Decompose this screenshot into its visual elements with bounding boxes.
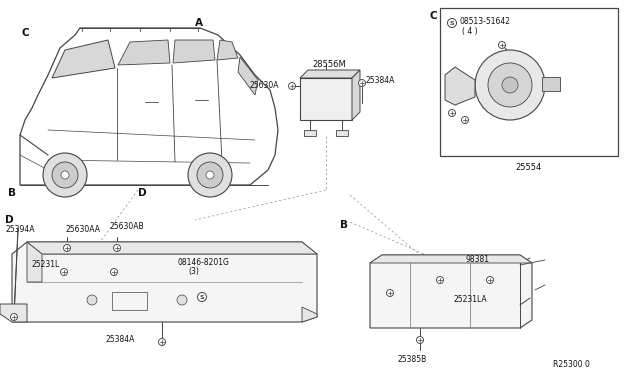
Text: 25630AB: 25630AB [110, 222, 145, 231]
Polygon shape [238, 57, 258, 95]
Text: 08513-51642: 08513-51642 [460, 17, 511, 26]
Polygon shape [118, 40, 170, 65]
Text: (3): (3) [188, 267, 199, 276]
Circle shape [198, 292, 207, 301]
Circle shape [87, 295, 97, 305]
Circle shape [461, 116, 468, 124]
Circle shape [502, 77, 518, 93]
Bar [300, 78, 352, 120]
Text: 08146-8201G: 08146-8201G [178, 258, 230, 267]
Text: C: C [429, 11, 437, 21]
Polygon shape [12, 242, 317, 322]
Text: 25630AA: 25630AA [65, 225, 100, 234]
Text: 25384A: 25384A [105, 335, 134, 344]
Text: 25554: 25554 [516, 163, 542, 172]
Polygon shape [370, 255, 532, 328]
Polygon shape [173, 40, 215, 63]
Text: B: B [340, 220, 348, 230]
Text: 98381: 98381 [466, 255, 490, 264]
Bar [542, 77, 560, 91]
Bar [304, 130, 316, 136]
Polygon shape [0, 304, 27, 322]
Text: 25231LA: 25231LA [453, 295, 486, 304]
Circle shape [10, 314, 17, 321]
Polygon shape [52, 40, 115, 78]
Polygon shape [20, 28, 278, 185]
Circle shape [43, 153, 87, 197]
Polygon shape [370, 255, 532, 263]
Circle shape [449, 109, 456, 116]
Circle shape [499, 42, 506, 48]
Polygon shape [27, 242, 42, 282]
Polygon shape [300, 70, 360, 78]
Circle shape [52, 162, 78, 188]
Circle shape [488, 63, 532, 107]
Polygon shape [302, 307, 317, 322]
Text: ( 4 ): ( 4 ) [462, 27, 477, 36]
Text: C: C [22, 28, 29, 38]
Text: B: B [8, 188, 16, 198]
Circle shape [417, 337, 424, 343]
Circle shape [436, 276, 444, 283]
Text: 28556M: 28556M [312, 60, 346, 69]
Bar [440, 8, 618, 156]
Circle shape [113, 244, 120, 251]
Circle shape [475, 50, 545, 120]
Circle shape [61, 269, 67, 276]
Text: 25394A: 25394A [5, 225, 35, 234]
Text: D: D [138, 188, 147, 198]
Text: A: A [195, 18, 203, 28]
Circle shape [111, 269, 118, 276]
Circle shape [63, 244, 70, 251]
Circle shape [486, 276, 493, 283]
Polygon shape [445, 67, 475, 105]
Bar [336, 130, 348, 136]
Text: D: D [5, 215, 13, 225]
Polygon shape [217, 40, 238, 60]
Circle shape [188, 153, 232, 197]
Circle shape [289, 83, 296, 90]
Text: 25231L: 25231L [32, 260, 60, 269]
Bar [112, 292, 147, 310]
Circle shape [206, 171, 214, 179]
Circle shape [387, 289, 394, 296]
Circle shape [159, 339, 166, 346]
Circle shape [177, 295, 187, 305]
Text: S: S [200, 295, 204, 300]
Text: S: S [450, 21, 454, 26]
Text: 25384A: 25384A [366, 76, 396, 85]
Circle shape [447, 19, 456, 28]
Text: 25385B: 25385B [398, 355, 428, 364]
Text: R25300 0: R25300 0 [553, 360, 590, 369]
Circle shape [61, 171, 69, 179]
Circle shape [358, 80, 365, 87]
Polygon shape [352, 70, 360, 120]
Polygon shape [27, 242, 317, 254]
Circle shape [197, 162, 223, 188]
Text: 25630A: 25630A [250, 81, 280, 90]
